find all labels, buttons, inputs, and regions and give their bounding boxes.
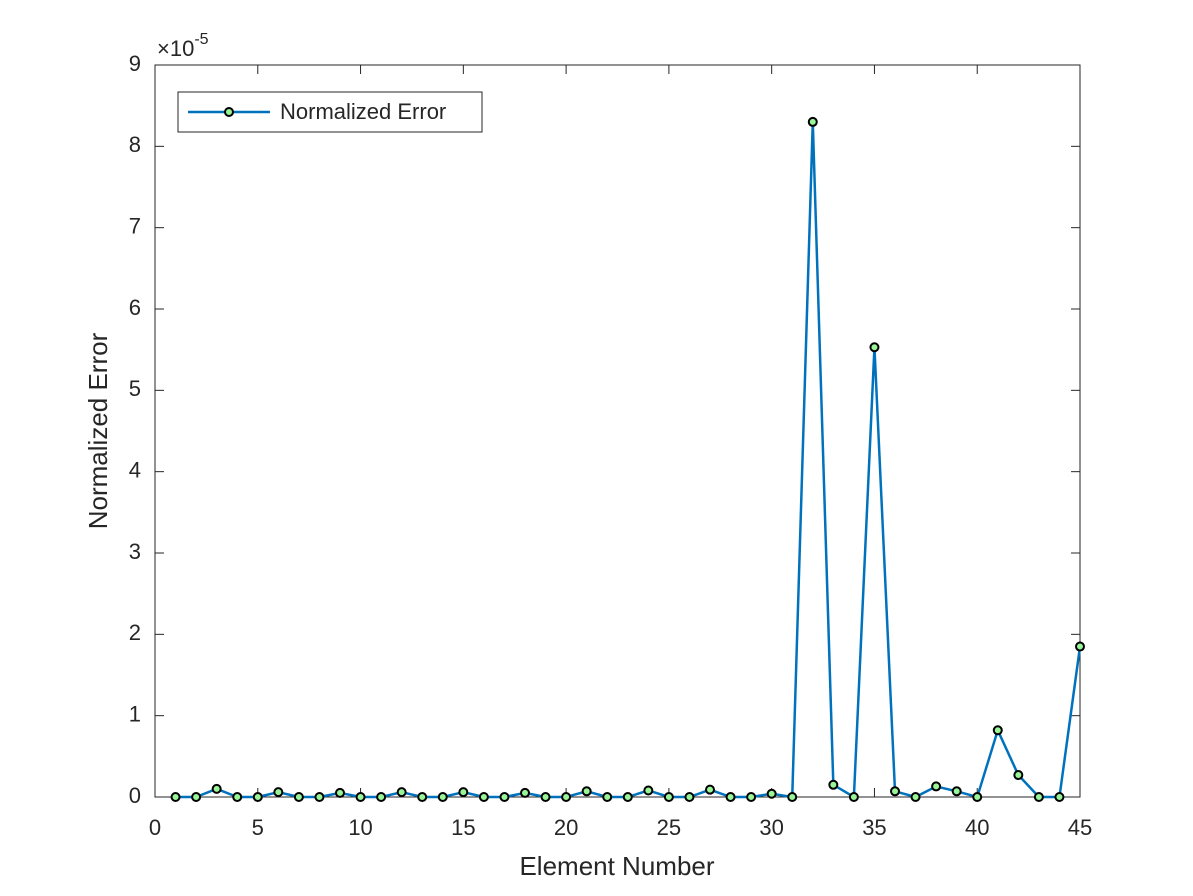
data-point <box>1054 792 1065 802</box>
data-point <box>807 116 818 127</box>
data-point <box>458 787 469 798</box>
data-point <box>1075 641 1085 652</box>
y-tick-label: 0 <box>129 783 141 808</box>
x-tick-label: 30 <box>759 815 783 840</box>
data-point <box>746 792 757 802</box>
data-point <box>951 786 962 797</box>
data-point <box>396 787 407 798</box>
y-tick-label: 3 <box>129 539 141 564</box>
x-tick-label: 5 <box>252 815 264 840</box>
x-tick-label: 25 <box>657 815 681 840</box>
data-point <box>335 787 345 798</box>
y-tick-label: 4 <box>129 457 141 482</box>
y-tick-label: 9 <box>129 51 141 76</box>
x-tick-label: 20 <box>554 815 578 840</box>
data-point <box>520 787 530 798</box>
data-point <box>273 787 284 798</box>
data-point <box>828 779 839 790</box>
y-tick-label: 6 <box>129 295 141 320</box>
data-point <box>211 783 222 794</box>
y-tick-label: 2 <box>129 620 141 645</box>
data-point <box>972 792 983 802</box>
data-point <box>931 781 942 792</box>
data-point <box>417 792 428 802</box>
x-tick-label: 45 <box>1068 815 1092 840</box>
data-point <box>725 792 736 802</box>
data-point <box>992 725 1003 736</box>
data-point <box>1033 792 1044 802</box>
data-point <box>602 792 613 802</box>
data-point <box>293 792 304 802</box>
data-point <box>663 792 674 802</box>
data-point <box>848 792 859 802</box>
data-point <box>540 792 551 802</box>
data-point <box>252 792 263 802</box>
y-multiplier-exponent: -5 <box>194 31 208 48</box>
y-multiplier: ×10-5 <box>157 31 209 61</box>
data-point <box>766 788 777 799</box>
data-point <box>581 786 592 797</box>
y-tick-label: 5 <box>129 376 141 401</box>
x-tick-label: 15 <box>451 815 475 840</box>
legend-marker <box>224 107 234 117</box>
y-axis-label: Normalized Error <box>83 332 113 529</box>
data-point <box>437 792 448 802</box>
data-point <box>869 342 880 353</box>
y-tick-label: 8 <box>129 132 141 157</box>
y-multiplier-base: ×10 <box>157 36 194 61</box>
y-tick-label: 7 <box>129 213 141 238</box>
data-point <box>170 792 181 802</box>
data-point <box>622 792 633 802</box>
x-tick-label: 40 <box>965 815 989 840</box>
data-point <box>643 785 654 796</box>
data-point <box>787 792 798 802</box>
data-point <box>1013 770 1024 781</box>
data-point <box>910 792 921 802</box>
data-point <box>561 792 572 802</box>
x-tick-label: 35 <box>862 815 886 840</box>
data-point <box>684 792 695 802</box>
legend-label: Normalized Error <box>280 99 446 124</box>
x-tick-label: 0 <box>149 815 161 840</box>
data-point <box>191 792 202 802</box>
y-tick-label: 1 <box>129 701 141 726</box>
x-tick-label: 10 <box>348 815 372 840</box>
data-point <box>314 792 325 802</box>
data-point <box>705 784 715 795</box>
data-point <box>499 792 510 802</box>
data-point <box>376 792 387 802</box>
x-axis-label: Element Number <box>519 851 714 881</box>
data-point <box>232 792 243 802</box>
data-point <box>355 792 366 802</box>
data-point <box>478 792 489 802</box>
data-point <box>890 786 900 797</box>
